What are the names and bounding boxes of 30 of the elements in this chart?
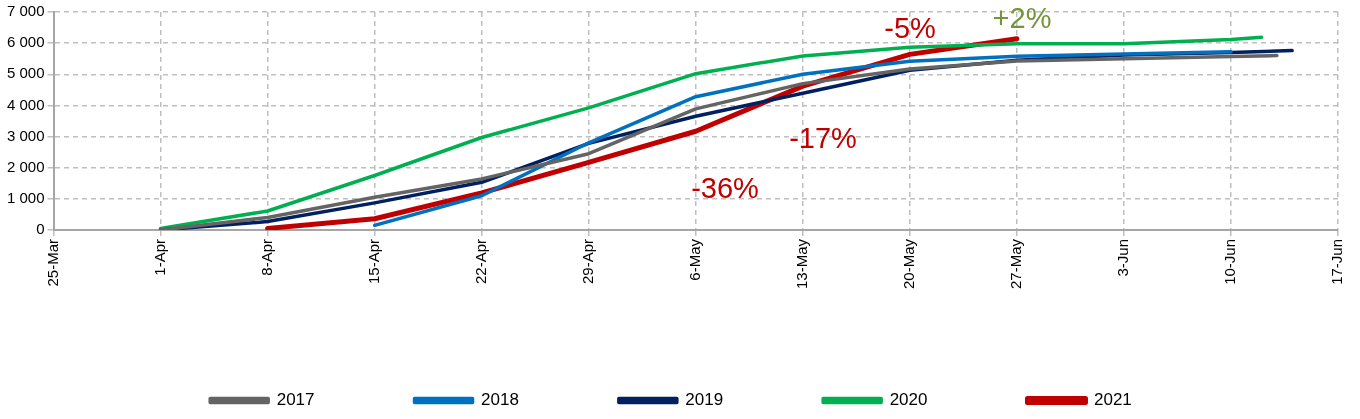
legend-label: 2019 [685, 390, 724, 410]
x-tick-label: 25-Mar [43, 238, 61, 287]
legend-label: 2021 [1093, 390, 1132, 410]
x-tick-label: 15-Apr [364, 238, 382, 285]
y-tick-label: 5 000 [6, 64, 45, 82]
x-tick-label: 1-Apr [150, 238, 168, 276]
annotation: +2% [992, 2, 1052, 34]
x-tick-label: 17-Jun [1328, 238, 1346, 285]
x-tick-label: 27-May [1007, 238, 1025, 290]
y-tick-label: 4 000 [6, 95, 45, 113]
x-tick-label: 3-Jun [1114, 238, 1132, 277]
x-tick-label: 20-May [899, 238, 917, 290]
y-tick-label: 7 000 [6, 2, 45, 20]
x-tick-label: 29-Apr [578, 238, 596, 285]
annotation: -36% [691, 172, 759, 204]
legend-label: 2017 [276, 390, 315, 410]
x-tick-label: 13-May [792, 238, 810, 290]
y-tick-label: 6 000 [6, 33, 45, 51]
y-tick-label: 1 000 [6, 188, 45, 206]
x-tick-label: 6-May [685, 238, 703, 281]
y-tick-label: 2 000 [6, 157, 45, 175]
annotation: -17% [789, 122, 857, 154]
x-tick-label: 8-Apr [257, 238, 275, 276]
legend-label: 2018 [481, 390, 519, 410]
y-tick-label: 0 [36, 220, 45, 238]
x-tick-label: 22-Apr [471, 238, 489, 285]
legend-label: 2020 [889, 390, 928, 410]
annotation: -5% [884, 12, 936, 44]
y-tick-label: 3 000 [6, 126, 45, 144]
x-tick-label: 10-Jun [1221, 238, 1239, 285]
